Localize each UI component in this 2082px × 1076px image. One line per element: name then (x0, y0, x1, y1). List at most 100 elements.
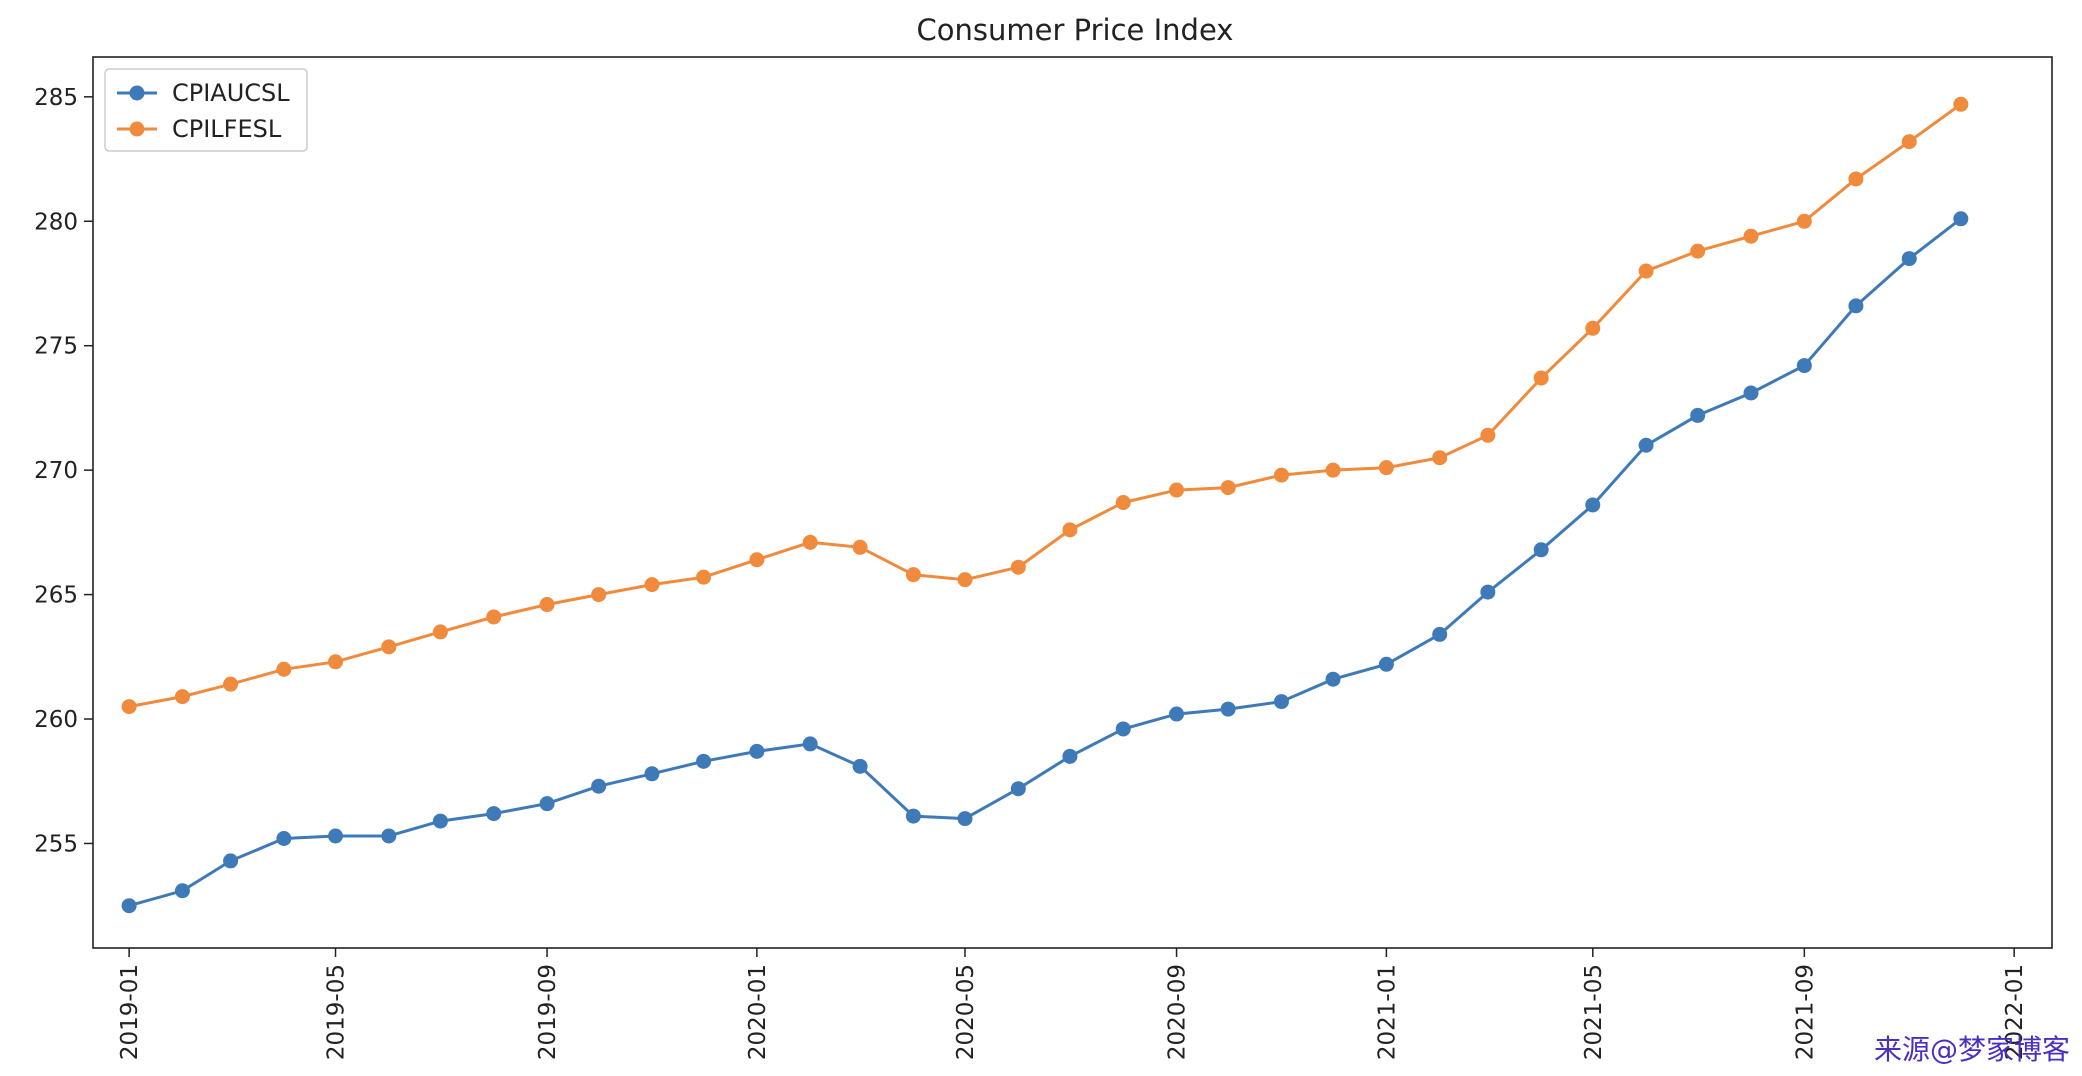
data-point (591, 778, 607, 794)
y-tick-label: 270 (34, 458, 78, 484)
data-point (644, 577, 660, 593)
series-line (128, 217, 1962, 908)
data-point (957, 572, 973, 588)
data-point (1638, 263, 1654, 279)
data-point (1273, 467, 1289, 483)
legend-swatch-marker (129, 85, 145, 101)
data-point (539, 796, 555, 812)
y-tick-label: 280 (34, 209, 78, 235)
series-cpilfesl (121, 96, 1969, 715)
x-tick-label: 2022-01 (2002, 964, 2028, 1060)
data-point (644, 766, 660, 782)
data-point (1220, 701, 1236, 717)
data-point (1378, 656, 1394, 672)
data-point (1062, 522, 1078, 538)
data-point (276, 830, 292, 846)
data-point (1743, 228, 1759, 244)
data-point (1432, 450, 1448, 466)
x-tick-label: 2020-01 (745, 964, 771, 1060)
data-point (1378, 460, 1394, 476)
x-tick-label: 2019-09 (535, 964, 561, 1060)
data-point (1480, 584, 1496, 600)
data-point (174, 883, 190, 899)
y-tick-label: 260 (34, 707, 78, 733)
x-tick-label: 2021-09 (1792, 964, 1818, 1060)
data-point (1901, 134, 1917, 150)
data-point (486, 609, 502, 625)
data-point (1169, 706, 1185, 722)
data-point (223, 853, 239, 869)
plot-frame (92, 56, 2053, 949)
watermark: 来源@梦家博客 (1873, 1033, 2070, 1066)
x-tick-label: 2020-09 (1165, 964, 1191, 1060)
y-tick-label: 255 (34, 831, 78, 857)
data-point (591, 587, 607, 603)
data-point (1010, 781, 1026, 797)
data-point (852, 758, 868, 774)
data-point (1690, 243, 1706, 259)
series-cpiaucsl (121, 211, 1969, 914)
y-tick-label: 265 (34, 583, 78, 609)
data-point (1062, 748, 1078, 764)
data-point (905, 808, 921, 824)
data-point (1010, 559, 1026, 575)
data-point (1325, 671, 1341, 687)
data-point (1743, 385, 1759, 401)
data-point (276, 661, 292, 677)
data-point (1115, 721, 1131, 737)
data-point (1953, 211, 1969, 227)
data-point (1220, 480, 1236, 496)
data-point (1848, 298, 1864, 314)
series-line (128, 103, 1962, 709)
legend-swatch-marker (129, 121, 145, 137)
data-point (1480, 427, 1496, 443)
data-point (802, 736, 818, 752)
data-point (432, 813, 448, 829)
legend: CPIAUCSL CPILFESL (104, 68, 308, 152)
data-point (1901, 251, 1917, 267)
y-tick-label: 275 (34, 334, 78, 360)
x-tick-label: 2019-05 (324, 964, 350, 1060)
data-point (1432, 626, 1448, 642)
data-point (381, 828, 397, 844)
axes: 255 260 265 270 275 280 285 2019-01 2019-05 2019-… (34, 56, 2053, 1060)
data-point (1796, 213, 1812, 229)
legend-label: CPIAUCSL (172, 79, 290, 107)
data-point (1115, 495, 1131, 510)
data-point (539, 597, 555, 613)
data-point (328, 828, 344, 844)
legend-label: CPILFESL (172, 115, 282, 143)
data-point (1325, 462, 1341, 478)
data-point (1848, 171, 1864, 187)
x-tick-label: 2020-05 (953, 964, 979, 1060)
y-tick-label: 285 (34, 85, 78, 111)
data-point (381, 639, 397, 655)
x-tick-label: 2021-05 (1581, 964, 1607, 1060)
data-point (749, 552, 765, 568)
data-point (749, 743, 765, 759)
data-point (696, 569, 712, 585)
data-point (1585, 320, 1601, 336)
data-point (1690, 407, 1706, 423)
data-point (1585, 497, 1601, 513)
data-point (852, 539, 868, 555)
data-point (223, 676, 239, 692)
data-point (1273, 694, 1289, 710)
data-point (486, 806, 502, 822)
legend-item: CPIAUCSL (117, 79, 290, 107)
data-point (905, 567, 921, 583)
data-point (1796, 358, 1812, 374)
legend-item: CPILFESL (117, 115, 282, 143)
data-point (1533, 370, 1549, 386)
chart-title: Consumer Price Index (917, 13, 1234, 47)
data-point (1533, 542, 1549, 558)
data-point (1953, 96, 1969, 112)
series-layer (121, 96, 1969, 914)
data-point (121, 898, 137, 914)
x-tick-label: 2019-01 (117, 964, 143, 1060)
data-point (121, 699, 137, 715)
data-point (432, 624, 448, 640)
data-point (1638, 437, 1654, 453)
data-point (328, 654, 344, 670)
